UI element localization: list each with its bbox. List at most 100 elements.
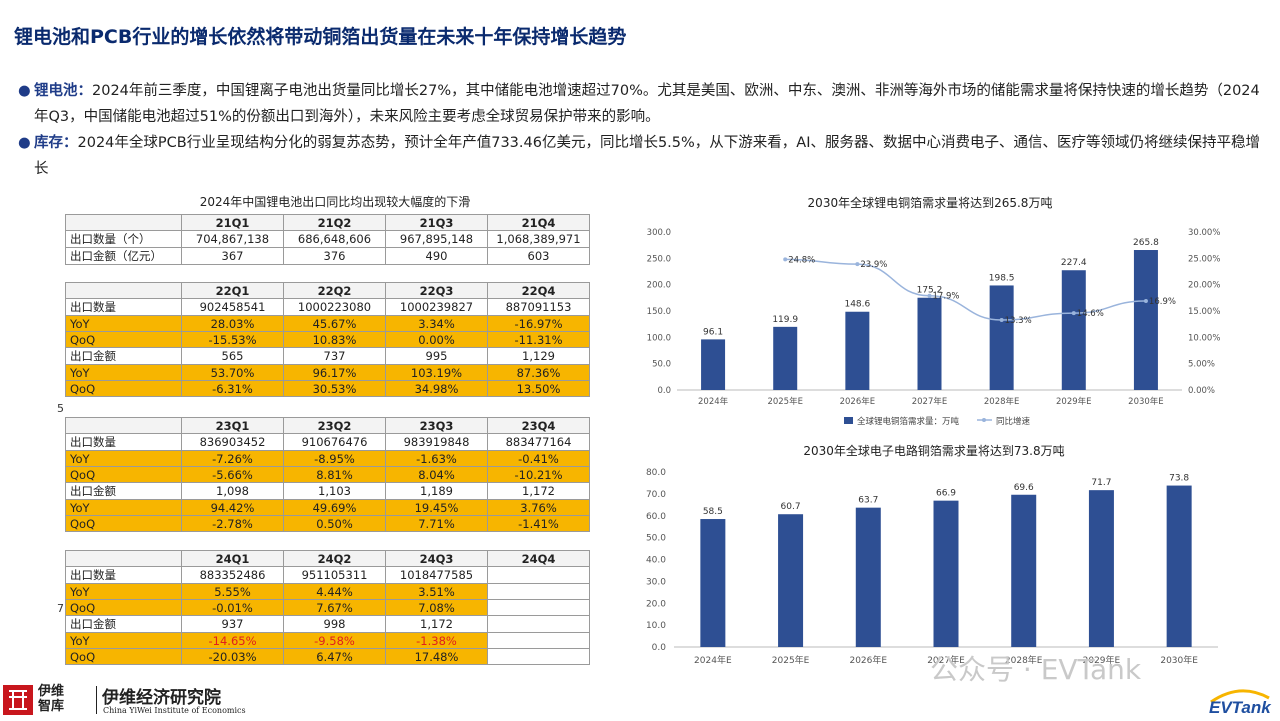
table-cell: 1018477585 xyxy=(385,566,488,584)
table-cell: 94.42% xyxy=(181,499,284,516)
bar xyxy=(700,519,726,647)
table-row: 出口金额（亿元） 367 376 490 603 xyxy=(65,247,590,265)
table-cell: -1.63% xyxy=(385,450,488,467)
bar-value-label: 66.9 xyxy=(936,489,956,499)
table-cell: 103.19% xyxy=(385,364,488,381)
bar-value-label: 227.4 xyxy=(1061,258,1087,268)
table-cell: 367 xyxy=(181,247,284,265)
export-table: 21Q1 21Q2 21Q3 21Q4 出口数量（个） 704,867,138 686,64… xyxy=(65,214,590,265)
y2-tick-label: 30.00% xyxy=(1188,228,1220,238)
bar-value-label: 96.1 xyxy=(703,327,723,337)
table-row: QoQ -15.53% 10.83% 0.00% -11.31% xyxy=(65,331,590,348)
bullet-label: 库存： xyxy=(34,135,78,151)
y-tick-label: 70.0 xyxy=(646,490,666,500)
table-row: QoQ -2.78% 0.50% 7.71% -1.41% xyxy=(65,515,590,532)
bar xyxy=(1088,490,1114,647)
table-row: 出口金额 1,098 1,103 1,189 1,172 xyxy=(65,482,590,500)
export-table: 22Q1 22Q2 22Q3 22Q4 出口数量 902458541 1000223080 1… xyxy=(65,282,590,397)
row-label: 出口数量（个） xyxy=(65,230,182,248)
export-table: 24Q1 24Q2 24Q3 24Q4 出口数量 883352486 951105311 10… xyxy=(65,550,590,665)
table-row: YoY 53.70% 96.17% 103.19% 87.36% xyxy=(65,364,590,381)
table-row: QoQ -6.31% 30.53% 34.98% 13.50% xyxy=(65,380,590,397)
table-header-row: 21Q1 21Q2 21Q3 21Q4 xyxy=(65,214,590,231)
row-label: YoY xyxy=(65,499,182,516)
x-tick-label: 2027年E xyxy=(927,654,965,666)
table-cell: 96.17% xyxy=(283,364,386,381)
row-label: YoY xyxy=(65,450,182,467)
bar xyxy=(1166,485,1192,647)
table-row: 出口数量 883352486 951105311 1018477585 xyxy=(65,566,590,584)
x-tick-label: 2029年E xyxy=(1083,654,1121,666)
y-tick-label: 20.0 xyxy=(646,599,666,609)
logo-text: 伊维智库 xyxy=(38,684,65,714)
table-cell xyxy=(487,632,590,649)
table-header-cell: 23Q3 xyxy=(385,417,488,434)
table-cell: 902458541 xyxy=(181,298,284,316)
page-title: 锂电池和PCB行业的增长依然将带动铜箔出货量在未来十年保持增长趋势 xyxy=(14,26,627,48)
bar xyxy=(701,339,726,390)
bar xyxy=(845,311,870,390)
row-label: 出口金额（亿元） xyxy=(65,247,182,265)
x-tick-label: 2030年E xyxy=(1128,396,1164,407)
table-cell: 1000239827 xyxy=(385,298,488,316)
bullet-inventory: ● 库存：2024年全球PCB行业呈现结构分化的弱复苏态势，预计全年产值733.… xyxy=(18,130,1268,182)
table-cell xyxy=(487,566,590,584)
table-cell: 49.69% xyxy=(283,499,386,516)
bullet-text: 2024年全球PCB行业呈现结构分化的弱复苏态势，预计全年产值733.46亿美元… xyxy=(34,135,1260,177)
table-cell: 45.67% xyxy=(283,315,386,332)
table-cell: 967,895,148 xyxy=(385,230,488,248)
lithium-foil-chart: 0.0 50.0 100.0 150.0 200.0 250.0 300.0 0.00% 5.0… xyxy=(632,215,1228,431)
row-label: YoY xyxy=(65,632,182,649)
table-cell: -5.66% xyxy=(181,466,284,483)
table-cell: 4.44% xyxy=(283,583,386,600)
table-cell: 30.53% xyxy=(283,380,386,397)
bar-value-label: 119.9 xyxy=(772,315,798,325)
row-label: YoY xyxy=(65,583,182,600)
watermark: 公众号 · EVTank xyxy=(930,653,1142,686)
x-tick-label: 2024年 xyxy=(698,396,729,407)
table-cell: 3.51% xyxy=(385,583,488,600)
table-cell: 7.71% xyxy=(385,515,488,532)
growth-point xyxy=(783,257,788,262)
table-cell: -2.78% xyxy=(181,515,284,532)
table-header-cell: 21Q2 xyxy=(283,214,386,231)
table-header-cell xyxy=(65,550,182,567)
table-row: 出口金额 565 737 995 1,129 xyxy=(65,347,590,365)
row-label: 出口金额 xyxy=(65,615,182,633)
table-header-row: 22Q1 22Q2 22Q3 22Q4 xyxy=(65,282,590,299)
growth-point xyxy=(927,293,932,298)
bar-value-label: 148.6 xyxy=(844,300,870,310)
table-row: YoY 28.03% 45.67% 3.34% -16.97% xyxy=(65,315,590,332)
table-header-cell xyxy=(65,417,182,434)
table-row: YoY -14.65% -9.58% -1.38% xyxy=(65,632,590,649)
bar-value-label: 63.7 xyxy=(858,496,878,506)
y-tick-label: 50.0 xyxy=(646,534,666,544)
table-row: 出口金额 937 998 1,172 xyxy=(65,615,590,633)
bar xyxy=(917,297,942,390)
brand-text: EVTank xyxy=(1209,698,1272,716)
legend-line-marker xyxy=(982,418,986,422)
table-cell: 7.67% xyxy=(283,599,386,616)
table-header-cell: 24Q2 xyxy=(283,550,386,567)
table-cell: 5.55% xyxy=(181,583,284,600)
yiwei-logo-icon xyxy=(3,683,99,721)
table-row: 出口数量 836903452 910676476 983919848 883477164 xyxy=(65,433,590,451)
table-cell xyxy=(487,599,590,616)
table-cell: 686,648,606 xyxy=(283,230,386,248)
table-cell: 34.98% xyxy=(385,380,488,397)
legend-bar-label: 全球锂电铜箔需求量：万吨 xyxy=(857,416,960,427)
table-cell: 565 xyxy=(181,347,284,365)
table-cell: 995 xyxy=(385,347,488,365)
table-cell: 376 xyxy=(283,247,386,265)
table-row: YoY 5.55% 4.44% 3.51% xyxy=(65,583,590,600)
table-row: QoQ -0.01% 7.67% 7.08% xyxy=(65,599,590,616)
table-cell: -14.65% xyxy=(181,632,284,649)
bar xyxy=(778,514,804,647)
x-tick-label: 2026年E xyxy=(840,396,876,407)
table-header-cell: 22Q3 xyxy=(385,282,488,299)
y-tick-label: 150.0 xyxy=(647,307,671,317)
y2-tick-label: 0.00% xyxy=(1188,386,1215,396)
row-label: 出口数量 xyxy=(65,566,182,584)
legend-line-label: 同比增速 xyxy=(996,416,1031,427)
growth-label: 24.8% xyxy=(788,255,815,265)
